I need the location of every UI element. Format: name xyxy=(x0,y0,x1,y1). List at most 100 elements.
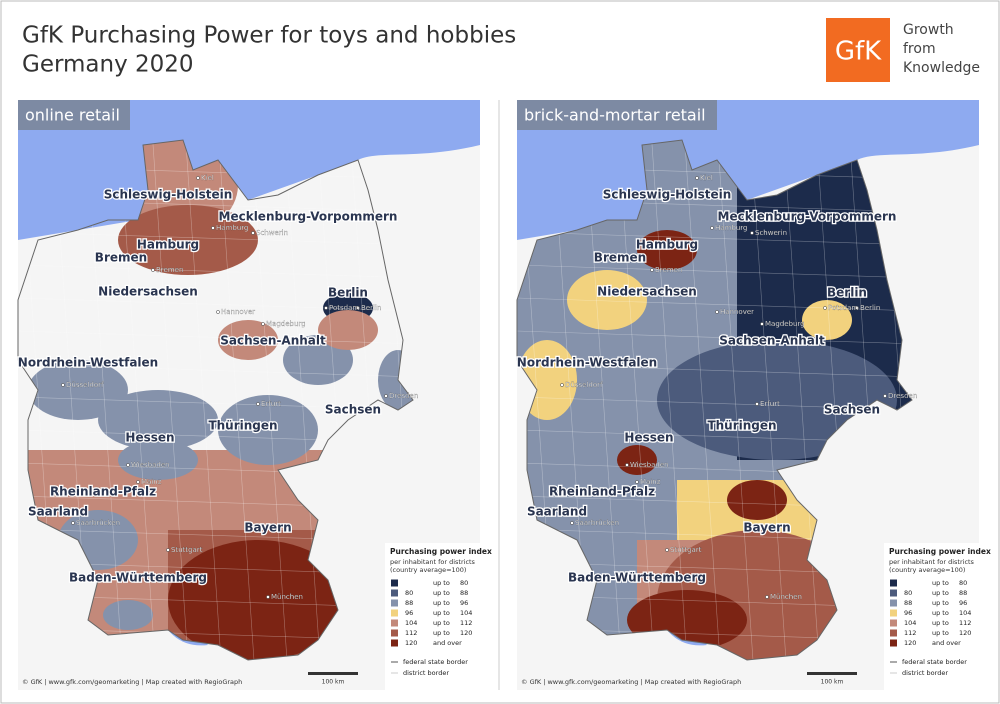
legend-connector: up to xyxy=(433,609,450,617)
city-label: München xyxy=(770,593,802,601)
scale-bar xyxy=(308,672,358,675)
title-line: Germany 2020 xyxy=(22,52,194,78)
state-label: Bayern xyxy=(743,521,790,535)
legend-from: 80 xyxy=(405,589,413,597)
credit: © GfK | www.gfk.com/geomarketing | Map c… xyxy=(521,678,741,686)
district-area xyxy=(103,600,153,630)
legend-connector: up to xyxy=(433,589,450,597)
city-dot xyxy=(324,306,328,310)
district-area xyxy=(28,360,128,420)
state-label: Thüringen xyxy=(208,419,277,433)
state-label: Niedersachsen xyxy=(98,285,198,299)
legend-to: 96 xyxy=(460,599,468,607)
legend-from: 112 xyxy=(904,629,916,637)
sea xyxy=(517,100,979,240)
city-dot xyxy=(650,268,654,272)
district-area xyxy=(567,270,647,330)
map-panel: online retail Kiel Hamburg Schwerin Bremen Ha… xyxy=(17,100,492,690)
city-dot xyxy=(765,595,769,599)
city-dot xyxy=(760,322,764,326)
legend-line-label: district border xyxy=(403,669,449,677)
legend-swatch xyxy=(890,599,897,607)
district-area xyxy=(218,320,278,360)
city-dot xyxy=(384,394,388,398)
city-dot xyxy=(136,480,140,484)
legend-subtitle: per inhabitant for districts xyxy=(889,558,975,566)
district-area xyxy=(318,310,378,350)
tagline: from xyxy=(903,41,936,57)
district-area xyxy=(727,480,787,520)
district-area xyxy=(637,230,697,270)
panel-label-bg xyxy=(517,100,717,130)
city-dot xyxy=(695,176,699,180)
sea xyxy=(18,100,480,240)
city-dot xyxy=(71,521,75,525)
city-dot xyxy=(126,463,130,467)
city-label: Magdeburg xyxy=(266,320,306,328)
state-label: Mecklenburg-Vorpommern xyxy=(718,210,897,224)
city-label: Kiel xyxy=(201,174,214,182)
city-dot xyxy=(251,231,255,235)
state-label: Schleswig-Holstein xyxy=(104,188,233,202)
city-dot xyxy=(166,548,170,552)
city-dot xyxy=(356,306,360,310)
legend-swatch xyxy=(391,589,398,597)
city-label: Bremen xyxy=(655,266,682,274)
state-label: Baden-Württemberg xyxy=(69,571,207,585)
legend-from: 120 xyxy=(405,639,417,647)
district-area xyxy=(118,440,198,480)
legend-connector: up to xyxy=(433,629,450,637)
city-dot xyxy=(216,310,220,314)
legend-line-label: federal state border xyxy=(403,658,468,666)
city-label: Hamburg xyxy=(715,224,747,232)
city-label: Hannover xyxy=(221,308,255,316)
city-dot xyxy=(266,595,270,599)
state-label: Mecklenburg-Vorpommern xyxy=(219,210,398,224)
legend-subtitle: (country average=100) xyxy=(889,566,965,574)
legend-from: 120 xyxy=(904,639,916,647)
legend-connector: and over xyxy=(433,639,462,647)
tagline: Knowledge xyxy=(903,60,980,76)
legend-line-label: federal state border xyxy=(902,658,967,666)
legend-to: 120 xyxy=(460,629,472,637)
title-line: GfK Purchasing Power for toys and hobbie… xyxy=(22,23,516,49)
city-label: Bremen xyxy=(156,266,183,274)
district-border xyxy=(681,140,723,660)
city-dot xyxy=(261,322,265,326)
logo-box xyxy=(826,18,890,82)
legend-connector: up to xyxy=(932,579,949,587)
city-dot xyxy=(196,176,200,180)
panel-label: online retail xyxy=(25,106,120,125)
district-border xyxy=(149,140,191,660)
city-label: Wiesbaden xyxy=(630,461,669,469)
city-label: Stuttgart xyxy=(171,546,203,554)
city-label: Düsseldorf xyxy=(565,381,603,389)
city-label: Mainz xyxy=(640,478,661,486)
legend-swatch xyxy=(391,619,398,627)
scale-label: 100 km xyxy=(821,679,844,686)
state-label: Schleswig-Holstein xyxy=(603,188,732,202)
city-dot xyxy=(755,402,759,406)
district-border xyxy=(182,140,224,660)
state-label: Saarland xyxy=(527,505,587,519)
legend-line-label: district border xyxy=(902,669,948,677)
state-label: Bayern xyxy=(244,521,291,535)
legend-connector: up to xyxy=(932,589,949,597)
state-label: Thüringen xyxy=(707,419,776,433)
legend-from: 88 xyxy=(405,599,413,607)
city-dot xyxy=(823,306,827,310)
panel-label: brick-and-mortar retail xyxy=(524,106,706,125)
city-label: Hamburg xyxy=(216,224,248,232)
district-area xyxy=(802,300,852,340)
legend-to: 96 xyxy=(959,599,967,607)
city-label: Potsdam xyxy=(828,304,858,312)
legend-from: 96 xyxy=(405,609,413,617)
city-label: Kiel xyxy=(700,174,713,182)
city-dot xyxy=(710,226,714,230)
legend-connector: up to xyxy=(932,599,949,607)
legend-bg xyxy=(884,543,979,690)
credit: © GfK | www.gfk.com/geomarketing | Map c… xyxy=(22,678,242,686)
legend-connector: up to xyxy=(932,629,949,637)
legend-swatch xyxy=(391,629,398,637)
city-label: Schwerin xyxy=(256,229,288,237)
